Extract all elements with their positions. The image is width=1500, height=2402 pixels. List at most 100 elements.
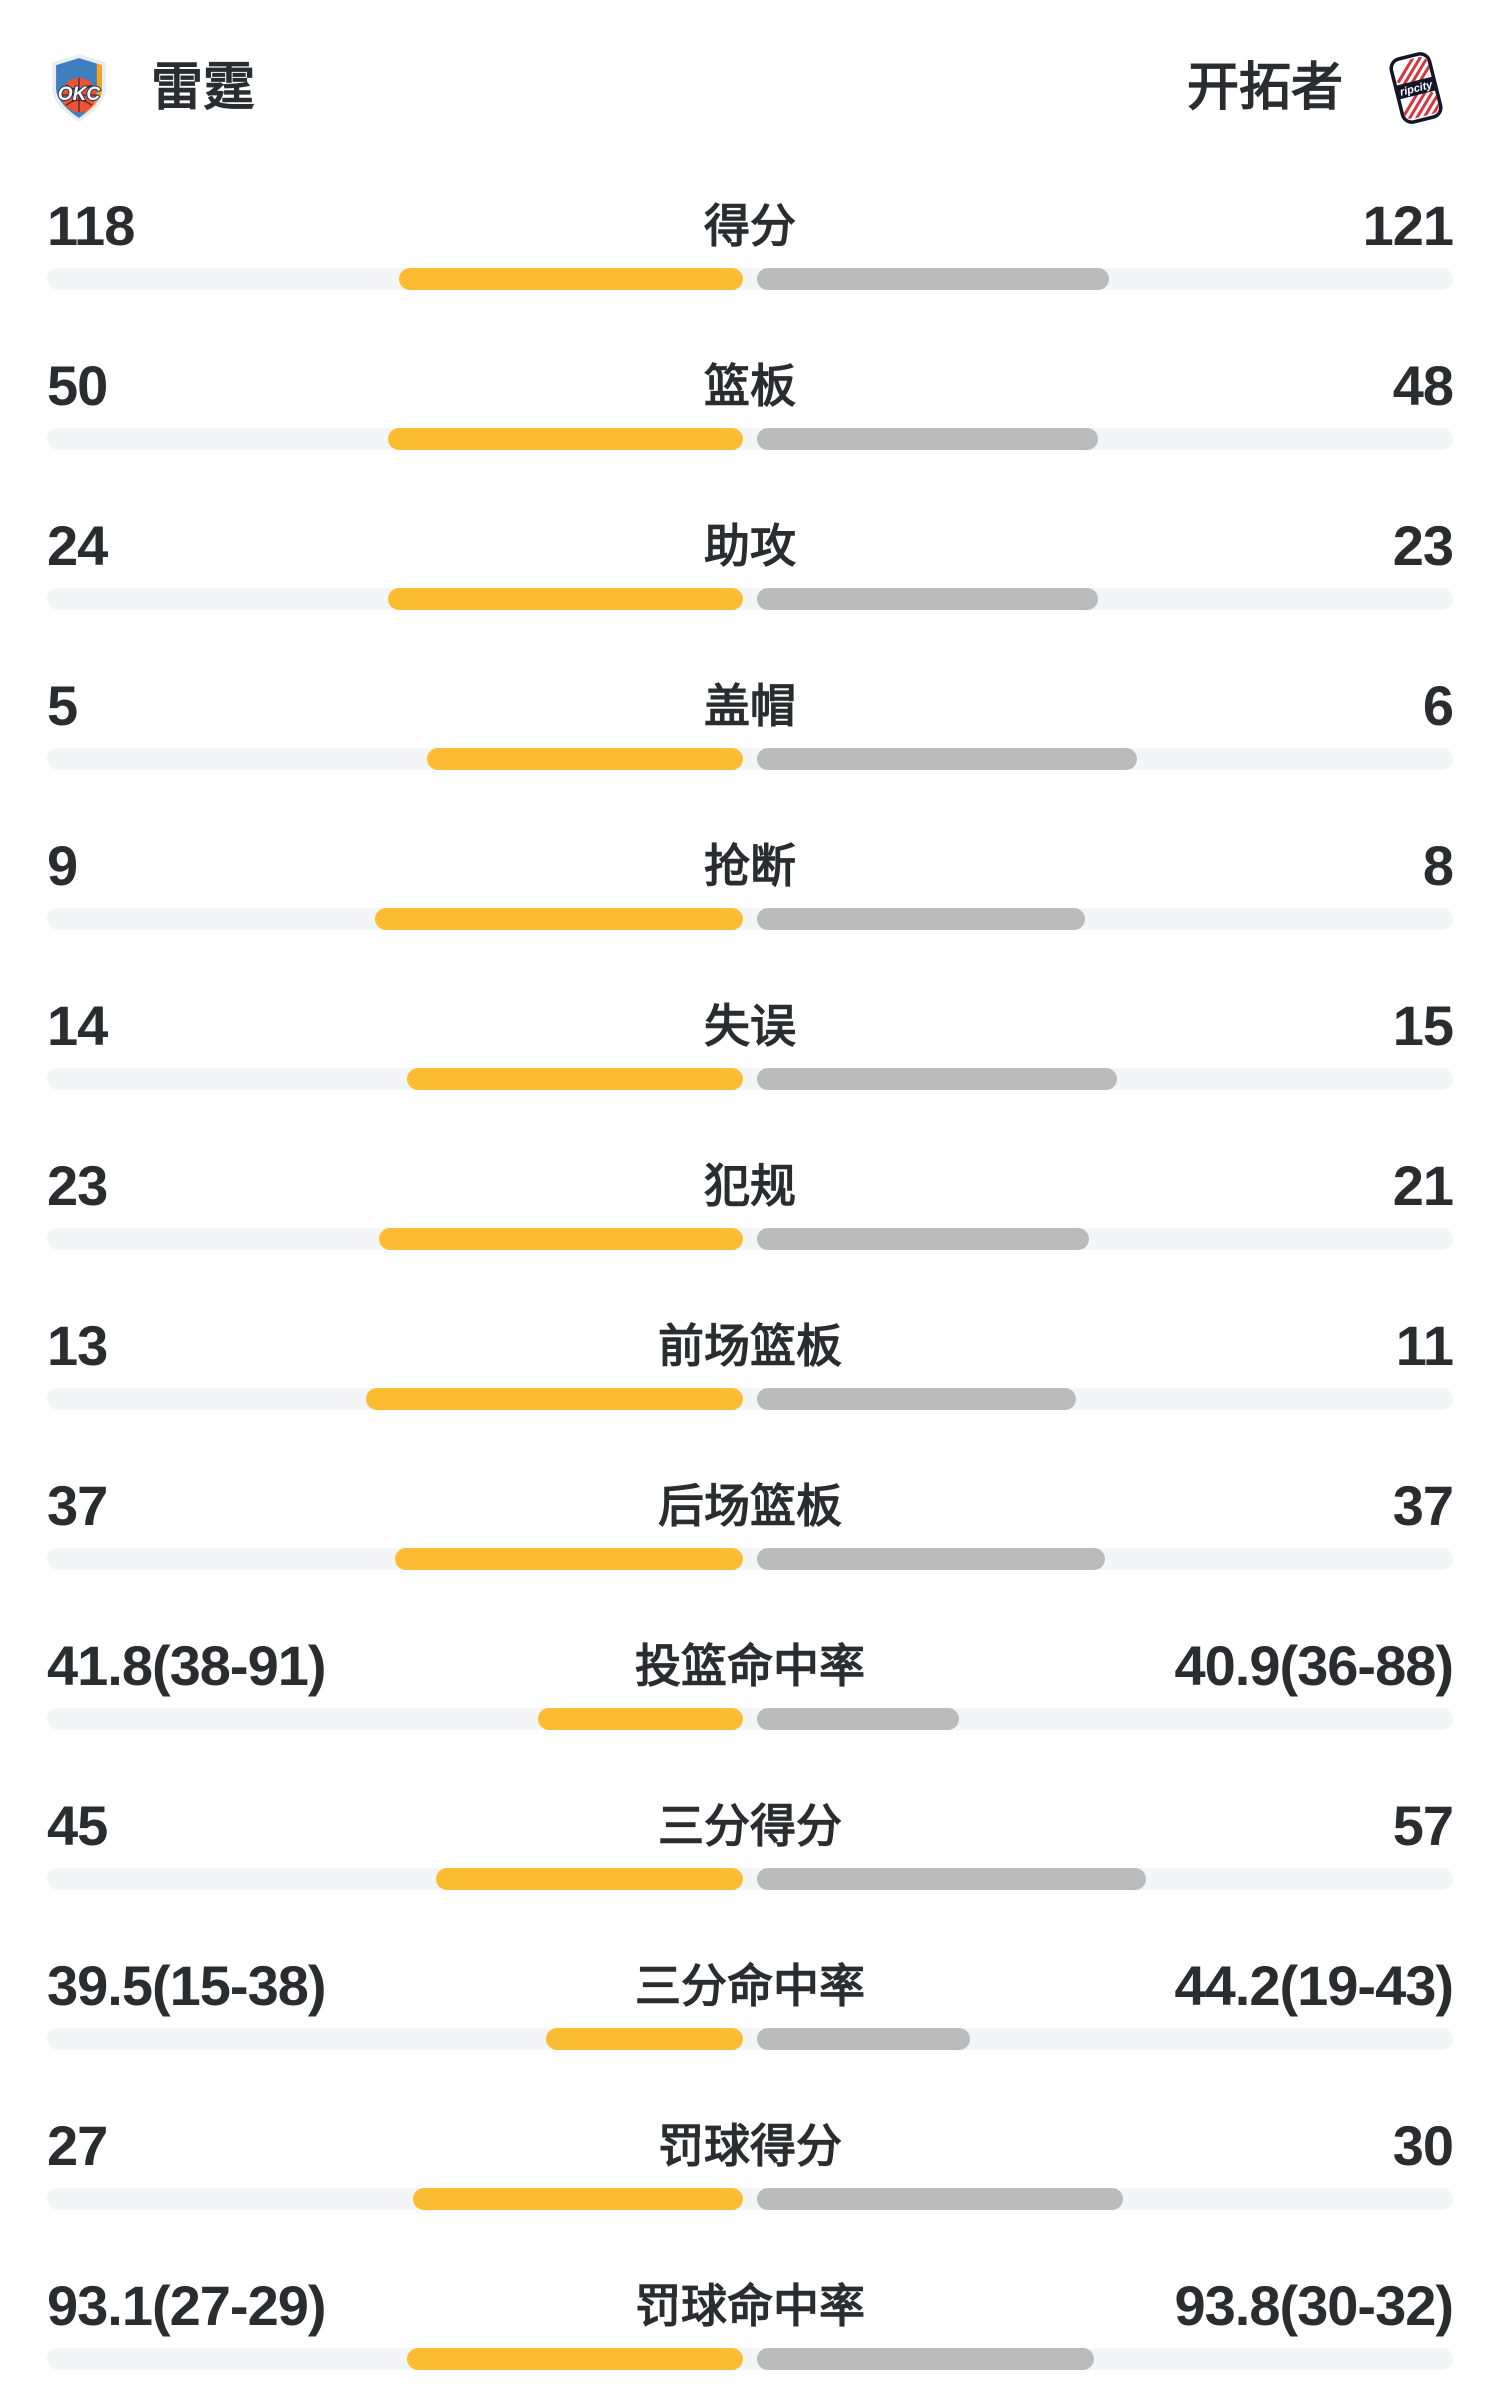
stat-row-values: 45 三分得分 57 [47,1794,1454,1858]
stat-label: 得分 [704,200,796,252]
right-team-bar [757,1388,1076,1410]
stat-row: 93.1(27-29) 罚球命中率 93.8(30-32) [47,2242,1454,2402]
right-team-stat-value: 57 [1392,1794,1454,1857]
left-team-stat-value: 24 [47,514,108,577]
stat-row: 39.5(15-38) 三分命中率 44.2(19-43) [47,1922,1454,2082]
left-team-stat-value: 37 [47,1474,108,1537]
right-team-header: 开拓者 [1187,52,1453,124]
okc-thunder-logo-icon: OKC [52,54,106,122]
right-team-name: 开拓者 [1186,59,1343,117]
left-team-stat-value: 41.8(38-91) [47,1634,327,1697]
right-team-bar [757,1548,1105,1570]
stat-label: 抢断 [704,840,796,892]
right-team-bar [757,1868,1146,1890]
bar-track [47,428,1453,450]
stat-row: 118 得分 121 [47,162,1454,322]
stat-row-values: 27 罚球得分 30 [47,2114,1454,2178]
stat-row-values: 37 后场篮板 37 [47,1474,1454,1538]
left-team-bar [374,908,743,930]
stat-row-values: 39.5(15-38) 三分命中率 44.2(19-43) [47,1954,1454,2018]
left-team-bar [406,1068,743,1090]
left-team-bar [379,1228,743,1250]
left-team-header: OKC 雷霆 [47,53,255,123]
left-team-bar [399,268,743,290]
stat-label: 三分命中率 [635,1960,865,2012]
stat-label: 后场篮板 [658,1480,842,1532]
stat-label: 犯规 [704,1160,796,1212]
stat-row: 50 篮板 48 [47,322,1454,482]
left-team-stat-value: 50 [47,354,108,417]
right-team-stat-value: 44.2(19-43) [1174,1954,1454,2017]
stats-list: 118 得分 121 50 篮板 48 24 助攻 23 5 盖帽 6 [47,162,1454,2402]
bar-track [47,908,1453,930]
bar-track [47,2188,1453,2210]
bar-track [47,1548,1453,1570]
bar-track [47,2028,1453,2050]
left-team-bar [426,748,743,770]
stat-label: 三分得分 [658,1800,842,1852]
stat-row-values: 50 篮板 48 [47,354,1454,418]
right-team-bar [757,1228,1090,1250]
stat-row: 41.8(38-91) 投篮命中率 40.9(36-88) [47,1602,1454,1762]
bar-track [47,1388,1453,1410]
stat-row: 23 犯规 21 [47,1122,1454,1282]
left-team-bar [546,2028,743,2050]
left-team-bar [435,1868,743,1890]
bar-track [47,1228,1453,1250]
right-team-stat-value: 30 [1392,2114,1454,2177]
left-team-bar [407,2348,743,2370]
stat-row-values: 41.8(38-91) 投篮命中率 40.9(36-88) [47,1634,1454,1698]
stat-row-values: 14 失误 15 [47,994,1454,1058]
bar-track [47,1708,1453,1730]
left-team-stat-value: 14 [47,994,108,1057]
stat-label: 助攻 [704,520,796,572]
stat-row-values: 13 前场篮板 11 [47,1314,1454,1378]
left-team-stat-value: 13 [47,1314,108,1377]
right-team-stat-value: 8 [1422,834,1454,897]
right-team-bar [757,1708,960,1730]
stat-label: 前场篮板 [658,1320,842,1372]
right-team-bar [757,2348,1094,2370]
bar-track [47,748,1453,770]
right-team-bar [757,1068,1117,1090]
left-team-stat-value: 93.1(27-29) [47,2274,327,2337]
bar-track [47,268,1453,290]
left-team-stat-value: 23 [47,1154,108,1217]
left-team-stat-value: 5 [47,674,78,737]
stat-row: 13 前场篮板 11 [47,1282,1454,1442]
bar-track [47,2348,1453,2370]
bar-track [47,588,1453,610]
right-team-stat-value: 37 [1392,1474,1454,1537]
right-team-bar [757,748,1137,770]
header: OKC 雷霆 开拓者 [47,0,1453,162]
stat-label: 罚球得分 [658,2120,842,2172]
stat-row: 27 罚球得分 30 [47,2082,1454,2242]
right-team-bar [757,588,1098,610]
right-team-stat-value: 93.8(30-32) [1174,2274,1454,2337]
stat-row: 5 盖帽 6 [47,642,1454,802]
right-team-stat-value: 21 [1392,1154,1454,1217]
stat-row: 14 失误 15 [47,962,1454,1122]
left-team-bar [413,2188,743,2210]
stat-row: 37 后场篮板 37 [47,1442,1454,1602]
stat-label: 盖帽 [704,680,796,732]
right-team-bar [757,908,1085,930]
right-team-stat-value: 11 [1395,1314,1454,1377]
right-team-stat-value: 23 [1392,514,1454,577]
right-team-stat-value: 121 [1362,194,1454,257]
stat-row-values: 23 犯规 21 [47,1154,1454,1218]
stat-row-values: 9 抢断 8 [47,834,1454,898]
right-team-bar [757,2028,971,2050]
left-team-stat-value: 45 [47,1794,108,1857]
left-team-bar [387,588,743,610]
right-team-stat-value: 48 [1392,354,1454,417]
left-team-stat-value: 39.5(15-38) [47,1954,327,2017]
left-team-bar [387,428,743,450]
left-team-bar [395,1548,743,1570]
bar-track [47,1068,1453,1090]
stat-label: 罚球命中率 [635,2280,865,2332]
stat-row: 24 助攻 23 [47,482,1454,642]
stat-label: 投篮命中率 [635,1640,865,1692]
stat-row-values: 93.1(27-29) 罚球命中率 93.8(30-32) [47,2274,1454,2338]
